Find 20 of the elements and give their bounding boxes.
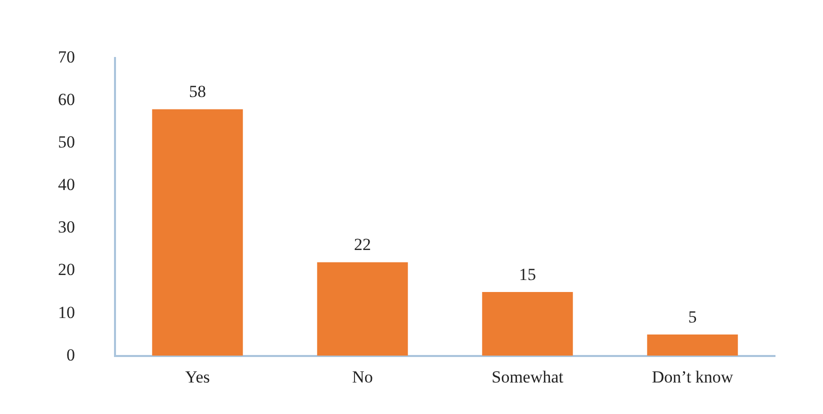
x-tick-label: No: [352, 367, 373, 386]
y-tick-label: 60: [58, 90, 75, 110]
bar: [317, 262, 408, 356]
x-tick-label: Somewhat: [492, 367, 564, 386]
data-label: 58: [189, 82, 206, 102]
bar: [152, 109, 243, 356]
bar: [482, 292, 573, 356]
data-label: 5: [688, 308, 697, 327]
y-tick-label: 40: [58, 175, 75, 194]
x-tick-label: Yes: [185, 367, 210, 386]
y-tick-label: 30: [58, 218, 75, 237]
y-tick-label: 20: [58, 260, 75, 280]
y-tick-label: 0: [66, 345, 75, 364]
bar: [647, 334, 738, 356]
y-tick-label: 10: [58, 302, 75, 322]
data-label: 22: [354, 235, 371, 254]
y-tick-label: 70: [58, 48, 75, 67]
x-tick-label: Don’t know: [652, 367, 734, 386]
data-label: 15: [519, 264, 536, 284]
y-tick-label: 50: [58, 132, 75, 152]
